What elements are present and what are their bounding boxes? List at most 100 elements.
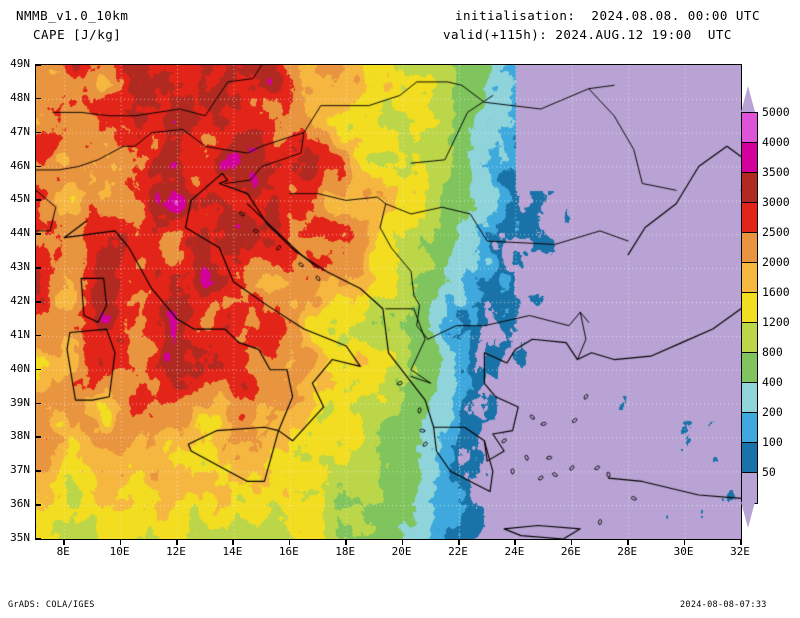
y-axis-tick-mark [36, 199, 41, 201]
colorbar-tick-mark [741, 172, 758, 173]
colorbar-tick-label: 800 [762, 345, 783, 359]
colorbar-band [742, 233, 757, 263]
initialisation-time: initialisation: 2024.08.08. 00:00 UTC [455, 8, 760, 23]
colorbar-band [742, 473, 757, 503]
colorbar-tick-label: 400 [762, 375, 783, 389]
map-plot-area[interactable] [35, 64, 742, 540]
x-axis-tick-label: 12E [156, 545, 196, 558]
x-axis-tick-label: 24E [494, 545, 534, 558]
colorbar-tick-mark [741, 352, 758, 353]
y-axis-tick-mark [36, 369, 41, 371]
y-axis-tick-label: 39N [0, 396, 30, 409]
y-axis-tick-label: 43N [0, 260, 30, 273]
colorbar-band [742, 113, 757, 143]
colorbar-tick-mark [741, 202, 758, 203]
colorbar-band [742, 413, 757, 443]
variable-title: CAPE [J/kg] [33, 27, 121, 42]
y-axis-tick-mark [36, 233, 41, 235]
colorbar-band [742, 323, 757, 353]
x-axis-tick-label: 32E [720, 545, 760, 558]
colorbar[interactable] [741, 112, 758, 504]
y-axis-tick-label: 41N [0, 328, 30, 341]
y-axis-tick-mark [36, 335, 41, 337]
colorbar-tick-mark [741, 382, 758, 383]
valid-time: valid(+115h): 2024.AUG.12 19:00 UTC [443, 27, 732, 42]
colorbar-tick-label: 100 [762, 435, 783, 449]
x-axis-tick-mark [684, 540, 686, 545]
x-axis-tick-label: 18E [325, 545, 365, 558]
x-axis-tick-label: 10E [100, 545, 140, 558]
y-axis-tick-mark [36, 301, 41, 303]
colorbar-tick-mark [741, 292, 758, 293]
colorbar-band [742, 383, 757, 413]
colorbar-band [742, 293, 757, 323]
x-axis-tick-mark [627, 540, 629, 545]
x-axis-tick-label: 22E [438, 545, 478, 558]
x-axis-tick-label: 16E [269, 545, 309, 558]
y-axis-tick-mark [36, 132, 41, 134]
y-axis-tick-mark [36, 436, 41, 438]
colorbar-tick-label: 200 [762, 405, 783, 419]
colorbar-tick-label: 2500 [762, 225, 790, 239]
footer-timestamp: 2024-08-08-07:33 [680, 600, 767, 610]
colorbar-tick-mark [741, 412, 758, 413]
colorbar-tick-label: 2000 [762, 255, 790, 269]
colorbar-band [742, 443, 757, 473]
colorbar-tick-label: 1600 [762, 285, 790, 299]
y-axis-tick-label: 48N [0, 91, 30, 104]
y-axis-tick-label: 37N [0, 463, 30, 476]
colorbar-band [742, 143, 757, 173]
y-axis-tick-label: 45N [0, 192, 30, 205]
coastline-gridline-overlay [36, 65, 741, 539]
x-axis-tick-mark [740, 540, 742, 545]
y-axis-tick-label: 38N [0, 429, 30, 442]
y-axis-tick-mark [36, 504, 41, 506]
colorbar-under-cap [741, 502, 755, 528]
y-axis-tick-label: 49N [0, 57, 30, 70]
colorbar-band [742, 263, 757, 293]
x-axis-tick-mark [402, 540, 404, 545]
y-axis-tick-mark [36, 64, 41, 66]
x-axis-tick-mark [176, 540, 178, 545]
y-axis-tick-label: 42N [0, 294, 30, 307]
y-axis-tick-label: 35N [0, 531, 30, 544]
x-axis-tick-mark [232, 540, 234, 545]
y-axis-tick-label: 44N [0, 226, 30, 239]
colorbar-tick-label: 3000 [762, 195, 790, 209]
y-axis-tick-mark [36, 166, 41, 168]
colorbar-tick-mark [741, 442, 758, 443]
colorbar-tick-label: 1200 [762, 315, 790, 329]
x-axis-tick-mark [345, 540, 347, 545]
y-axis-tick-mark [36, 538, 41, 540]
colorbar-band [742, 173, 757, 203]
x-axis-tick-label: 26E [551, 545, 591, 558]
x-axis-tick-label: 20E [382, 545, 422, 558]
colorbar-tick-mark [741, 112, 758, 113]
colorbar-tick-label: 50 [762, 465, 776, 479]
x-axis-tick-label: 8E [43, 545, 83, 558]
x-axis-tick-mark [289, 540, 291, 545]
x-axis-tick-label: 30E [664, 545, 704, 558]
x-axis-tick-mark [120, 540, 122, 545]
x-axis-tick-label: 28E [607, 545, 647, 558]
colorbar-band [742, 353, 757, 383]
colorbar-tick-mark [741, 262, 758, 263]
y-axis-tick-label: 47N [0, 125, 30, 138]
x-axis-tick-mark [63, 540, 65, 545]
y-axis-tick-label: 36N [0, 497, 30, 510]
y-axis-tick-mark [36, 403, 41, 405]
footer-credit: GrADS: COLA/IGES [8, 600, 95, 610]
colorbar-tick-label: 3500 [762, 165, 790, 179]
colorbar-tick-label: 5000 [762, 105, 790, 119]
x-axis-tick-mark [514, 540, 516, 545]
colorbar-band [742, 203, 757, 233]
y-axis-tick-mark [36, 267, 41, 269]
model-title: NMMB_v1.0_10km [16, 8, 128, 23]
colorbar-tick-mark [741, 232, 758, 233]
y-axis-tick-mark [36, 470, 41, 472]
colorbar-tick-mark [741, 322, 758, 323]
y-axis-tick-label: 46N [0, 159, 30, 172]
y-axis-tick-label: 40N [0, 362, 30, 375]
colorbar-over-cap [741, 86, 755, 112]
y-axis-tick-mark [36, 98, 41, 100]
